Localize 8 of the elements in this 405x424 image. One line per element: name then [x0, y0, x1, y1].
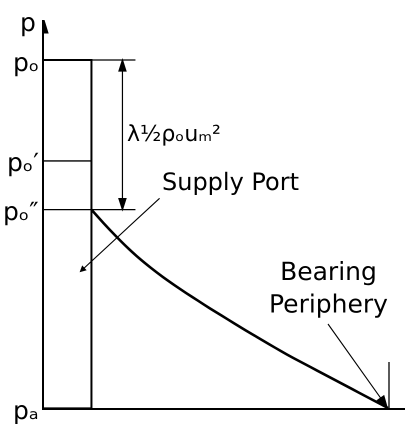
ref-line-label: pₒ — [13, 48, 40, 77]
ref-line-label: pₐ — [13, 396, 39, 424]
ref-line-label: pₒ″ — [3, 197, 39, 226]
annotation: Supply Port — [162, 168, 299, 196]
y-axis-title: p — [20, 8, 36, 37]
ref-line-label: pₒ′ — [7, 148, 40, 177]
annotation: λ½ρₒuₘ² — [127, 122, 221, 147]
annotation: Bearing Periphery — [269, 257, 388, 318]
